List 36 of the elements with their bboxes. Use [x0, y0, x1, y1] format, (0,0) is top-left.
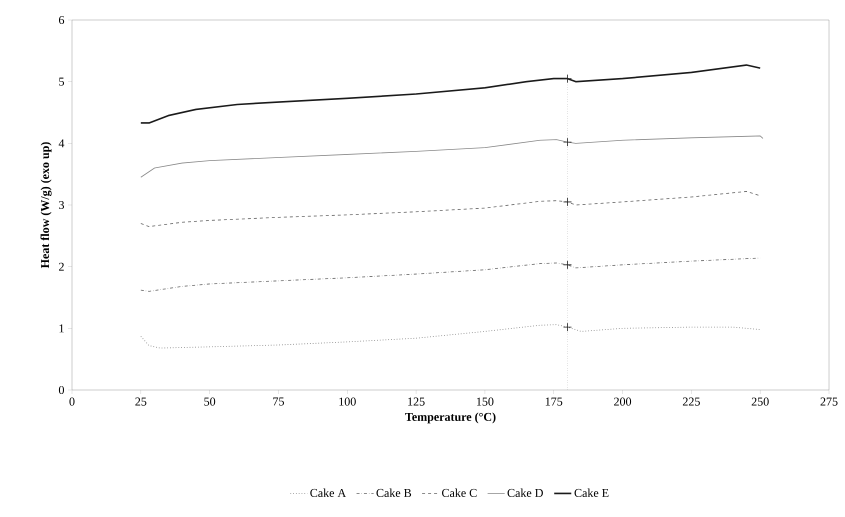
- line-series: [140, 324, 761, 348]
- legend-label: Cake C: [442, 488, 477, 497]
- y-tick-label: 5: [59, 78, 64, 86]
- x-tick-label: 275: [820, 398, 838, 406]
- x-tick-label: 100: [339, 398, 356, 406]
- x-tick-label: 150: [476, 398, 494, 406]
- line-series: [140, 258, 761, 292]
- x-tick-label: 200: [614, 398, 632, 406]
- line-series: [140, 191, 761, 227]
- x-tick-label: 175: [546, 398, 562, 406]
- y-tick-label: 6: [58, 16, 64, 24]
- point: [563, 260, 572, 270]
- x-tick-label: 75: [273, 398, 284, 406]
- y-tick-label: 0: [58, 386, 64, 394]
- legend-label: Cake D: [508, 488, 543, 497]
- legend-label: Cake A: [310, 488, 346, 497]
- x-tick-label: 25: [135, 398, 146, 406]
- x-tick-label: 50: [204, 398, 216, 406]
- legend-label: Cake E: [574, 488, 608, 497]
- point: [563, 74, 572, 83]
- line-series: [140, 64, 761, 124]
- x-tick-label: 225: [682, 398, 700, 406]
- x-tick-label: 0: [69, 398, 75, 406]
- y-tick-label: 4: [58, 139, 64, 148]
- point: [563, 198, 572, 206]
- x-tick-label: 125: [408, 398, 425, 406]
- y-tick-label: 1: [60, 324, 64, 332]
- x-tick-label: 250: [752, 398, 769, 406]
- line-series: [140, 136, 764, 178]
- x-axis-title: Temperature (°C): [405, 412, 496, 424]
- point: [563, 322, 572, 332]
- y-axis-title: Heat flow (W/g) (exo up): [40, 142, 52, 268]
- point: [563, 138, 572, 147]
- legend-label: Cake B: [376, 488, 412, 497]
- y-tick-label: 3: [59, 200, 64, 210]
- y-tick-label: 2: [59, 262, 64, 271]
